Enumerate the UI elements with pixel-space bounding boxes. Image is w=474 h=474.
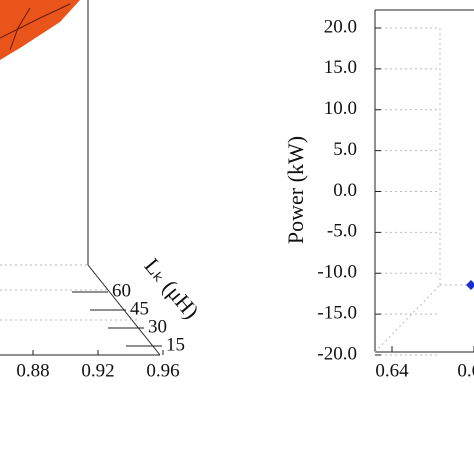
x-tick-label: 0.96	[146, 360, 179, 381]
surface-mesh	[0, 3, 71, 39]
y-axis-label: Power (kW)	[283, 136, 308, 244]
y-tick-label: 15.0	[324, 57, 357, 78]
surface-mesh	[9, 7, 31, 51]
x-tick-label: 0.64	[375, 360, 409, 381]
surface	[0, 0, 80, 60]
x-tick-label: 0.88	[16, 360, 49, 381]
y-tick-label: -15.0	[317, 302, 357, 323]
y-tick-label: 30	[148, 316, 167, 337]
y-tick-label: -5.0	[327, 221, 357, 242]
x-tick-label: 0.68	[457, 360, 474, 381]
grid-line	[374, 284, 441, 353]
marker	[466, 280, 474, 290]
y-tick-label: 0.0	[333, 180, 357, 201]
y-tick-label: -10.0	[317, 262, 357, 283]
y-tick-label: 60	[112, 280, 131, 301]
y-axis-label: Lₖ (μH)	[140, 253, 205, 323]
y-tick-label: 10.0	[324, 98, 357, 119]
y-tick-label: 45	[130, 298, 149, 319]
y-tick-label: 5.0	[333, 139, 357, 160]
y-tick-label: 20.0	[324, 16, 357, 37]
y-tick-label: -20.0	[317, 343, 357, 364]
x-tick-label: 0.92	[81, 360, 114, 381]
y-tick-label: 15	[166, 334, 185, 355]
